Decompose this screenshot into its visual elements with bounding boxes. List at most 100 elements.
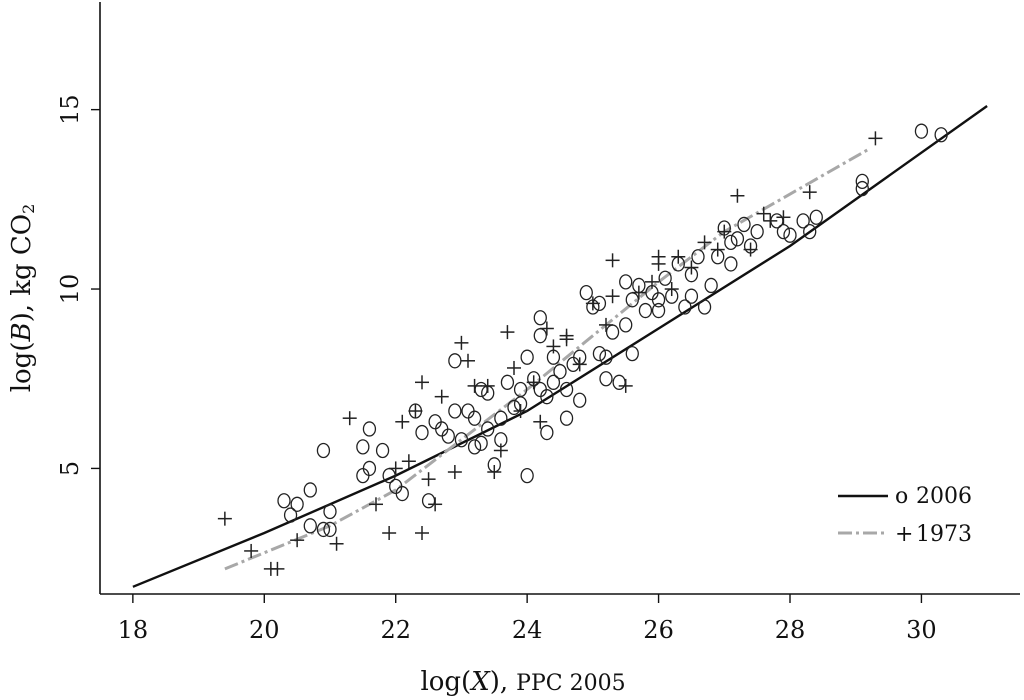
x-axis-title-unit: PPC 2005 [516,671,625,696]
point-2006 [724,256,738,272]
point-2006 [776,223,791,240]
point-2006 [277,493,291,509]
point-2006 [494,410,508,426]
point-1973 [447,465,462,480]
point-1973 [717,224,732,239]
point-2006 [612,374,626,390]
point-2006 [323,521,337,538]
point-1973 [244,543,259,558]
point-2006 [290,496,304,512]
point-2006 [684,288,699,304]
point-2006 [435,421,449,437]
point-2006 [533,310,547,326]
point-1973 [546,339,561,354]
point-1973 [645,274,659,289]
point-2006 [599,371,613,387]
point-2006 [855,173,869,190]
y-axis-title-sub: 2 [19,204,38,214]
point-1973 [585,296,600,311]
x-axis-title: log(X), PPC 2005 [420,667,625,697]
point-1973 [664,282,679,297]
point-1973 [684,260,699,275]
point-1973 [428,497,443,512]
point-1973 [605,253,620,268]
y-tick-label: 15 [56,94,84,125]
point-1973 [533,414,548,429]
x-axis-title-var: X [469,667,491,697]
point-1973 [290,533,305,548]
point-2006 [303,482,317,498]
point-1973 [599,317,613,332]
point-1973 [415,375,429,390]
point-2006 [855,180,869,197]
point-1973 [493,443,508,458]
point-2006 [316,521,331,538]
point-2006 [809,209,823,225]
point-2006 [724,234,738,251]
point-2006 [454,432,469,448]
point-2006 [448,353,462,369]
point-1973 [461,353,475,368]
point-1973 [342,411,357,426]
point-2006 [500,374,515,390]
point-2006 [934,127,948,143]
point-2006 [540,424,554,441]
point-1973 [572,357,587,372]
point-2006 [750,223,764,240]
point-2006 [441,428,455,444]
point-1973 [651,256,666,271]
point-2006 [356,467,370,484]
point-1973 [539,321,554,336]
x-tick-label: 24 [512,616,543,644]
point-2006 [559,381,574,398]
point-2006 [730,231,745,247]
point-2006 [461,403,475,419]
point-2006 [546,374,561,390]
point-1973 [467,378,482,393]
point-1973 [730,188,745,203]
point-2006 [362,460,377,477]
point-1973 [618,378,633,393]
point-2006 [395,485,409,502]
x-tick-label: 20 [249,616,280,644]
point-1973 [217,511,232,526]
x-tick-label: 26 [643,616,674,644]
x-axis-title-close: ), [490,667,508,697]
point-2006 [533,328,547,344]
point-2006 [573,392,587,408]
point-2006 [540,389,554,405]
point-2006 [737,216,751,233]
point-1973 [710,242,725,257]
point-1973 [802,185,817,200]
point-1973 [382,526,397,541]
point-2006 [513,381,528,398]
point-2006 [783,227,797,243]
point-2006 [559,410,574,426]
point-2006 [691,249,705,265]
point-1973 [270,561,285,576]
point-1973 [480,378,495,393]
point-2006 [421,493,436,509]
point-1973 [415,526,429,541]
point-2006 [619,274,633,290]
legend: o 2006 + 1973 [838,484,972,547]
point-1973 [559,328,574,343]
point-2006 [914,123,929,139]
point-1973 [756,206,771,221]
point-1973 [369,497,383,512]
x-tick-label: 22 [380,616,411,644]
y-axis-title-close: ), kg CO [7,214,37,323]
point-2006 [553,363,567,380]
point-2006 [638,302,653,319]
point-1973 [868,131,883,146]
legend-marker-2006: o [895,484,908,509]
point-2006 [704,277,718,294]
point-1973 [401,454,416,469]
point-2006 [520,467,534,484]
point-2006 [415,424,429,441]
x-tick-label: 30 [906,616,937,644]
point-1973 [421,472,436,487]
point-1973 [776,210,791,225]
point-2006 [796,213,810,229]
